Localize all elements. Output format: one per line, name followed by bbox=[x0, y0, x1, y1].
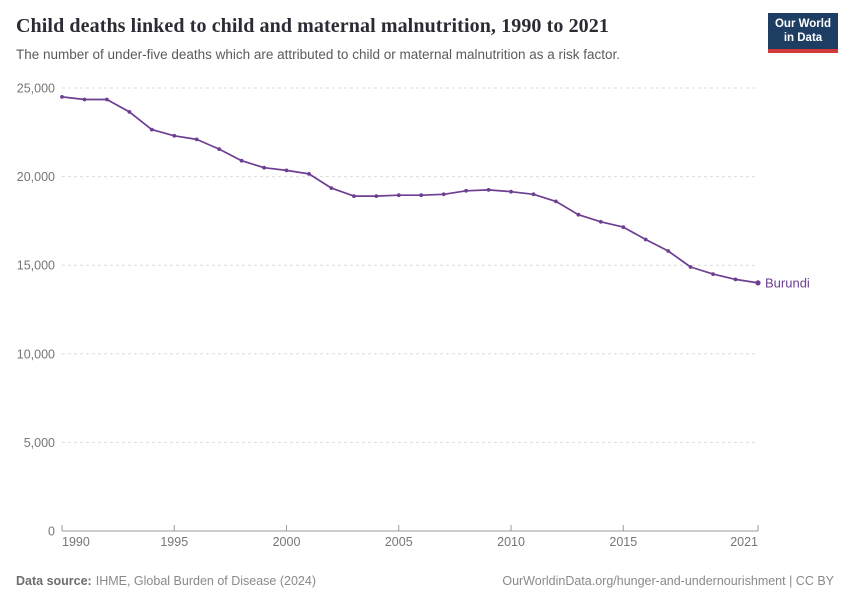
data-point[interactable] bbox=[419, 193, 424, 198]
data-point[interactable] bbox=[374, 194, 379, 199]
x-axis-tick-label: 2005 bbox=[385, 535, 413, 549]
data-point[interactable] bbox=[194, 137, 199, 142]
data-point[interactable] bbox=[621, 225, 626, 230]
data-point[interactable] bbox=[105, 97, 109, 102]
data-point[interactable] bbox=[598, 219, 603, 224]
data-source-label: Data source: bbox=[16, 574, 92, 588]
x-axis-tick-label: 2000 bbox=[273, 535, 301, 549]
line-series-burundi bbox=[61, 96, 759, 284]
data-point[interactable] bbox=[755, 280, 761, 286]
series-end-label-burundi[interactable]: Burundi bbox=[765, 275, 810, 290]
data-point[interactable] bbox=[733, 277, 738, 282]
data-point[interactable] bbox=[307, 172, 311, 176]
data-point[interactable] bbox=[82, 97, 87, 102]
x-axis-tick-label: 1995 bbox=[160, 535, 188, 549]
data-point[interactable] bbox=[643, 237, 648, 242]
data-point[interactable] bbox=[149, 127, 154, 132]
data-point[interactable] bbox=[396, 193, 401, 198]
x-axis-tick-label: 2015 bbox=[609, 535, 637, 549]
data-point[interactable] bbox=[329, 186, 334, 191]
chart-title: Child deaths linked to child and materna… bbox=[16, 15, 609, 37]
owid-logo-line1: Our World bbox=[774, 18, 831, 30]
y-axis-tick-label: 25,000 bbox=[17, 82, 55, 96]
y-axis-tick-label: 0 bbox=[48, 525, 55, 539]
data-point[interactable] bbox=[352, 194, 356, 199]
chart-subtitle: The number of under-five deaths which ar… bbox=[16, 47, 621, 62]
data-point[interactable] bbox=[441, 192, 446, 197]
y-axis-tick-label: 10,000 bbox=[17, 347, 55, 361]
data-point[interactable] bbox=[666, 249, 671, 253]
data-point[interactable] bbox=[60, 95, 64, 99]
x-axis-tick-label: 2021 bbox=[730, 535, 758, 549]
data-point[interactable] bbox=[688, 265, 693, 269]
data-point[interactable] bbox=[509, 189, 513, 194]
data-point[interactable] bbox=[172, 133, 177, 138]
data-point[interactable] bbox=[262, 165, 266, 170]
data-point[interactable] bbox=[217, 147, 222, 152]
x-axis-tick-label: 2010 bbox=[497, 535, 525, 549]
data-point[interactable] bbox=[486, 188, 491, 192]
y-axis-tick-label: 15,000 bbox=[17, 259, 55, 273]
owid-logo-line2: in Data bbox=[783, 31, 823, 44]
data-point[interactable] bbox=[554, 199, 558, 204]
data-point[interactable] bbox=[711, 272, 715, 276]
data-point[interactable] bbox=[239, 158, 244, 163]
owid-logo[interactable]: Our World in Data bbox=[768, 13, 838, 53]
data-point[interactable] bbox=[284, 168, 289, 173]
data-source: Data source: IHME, Global Burden of Disea… bbox=[16, 574, 316, 588]
y-axis-tick-label: 5,000 bbox=[24, 436, 55, 450]
y-axis-tick-label: 20,000 bbox=[17, 170, 55, 184]
footer-citation-link[interactable]: OurWorldinData.org/hunger-and-undernouri… bbox=[502, 574, 834, 588]
data-point[interactable] bbox=[576, 212, 581, 217]
x-axis-tick-label: 1990 bbox=[62, 535, 90, 549]
chart-footer: Data source: IHME, Global Burden of Disea… bbox=[16, 574, 834, 588]
data-source-value: IHME, Global Burden of Disease (2024) bbox=[95, 574, 316, 588]
data-point[interactable] bbox=[464, 188, 468, 193]
data-point[interactable] bbox=[531, 192, 536, 197]
chart-header: Child deaths linked to child and materna… bbox=[16, 13, 754, 63]
data-point[interactable] bbox=[127, 110, 132, 114]
